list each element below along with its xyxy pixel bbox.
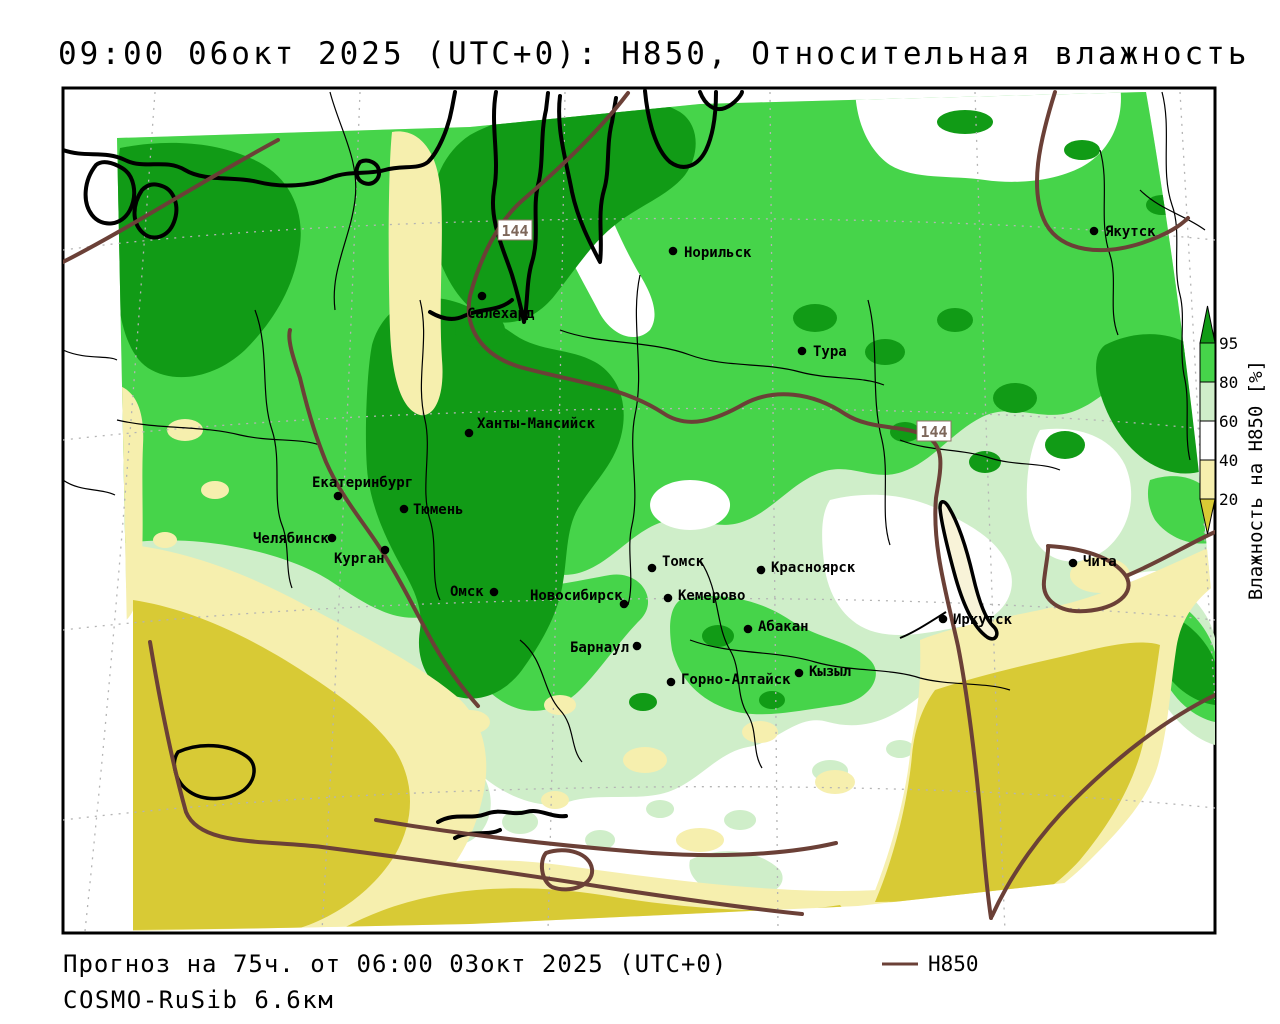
city-dot [1068,558,1078,568]
city-label: Екатеринбург [312,475,413,491]
city-dot [380,545,390,555]
h850-legend-line-icon [882,962,918,966]
city-dot [327,533,337,543]
city-label: Тюмень [413,502,464,518]
city-dot [666,677,676,687]
city-label: Норильск [684,245,752,261]
city-label: Челябинск [253,531,329,547]
city-dot [743,624,753,634]
city-dot [938,614,948,624]
city-dot [756,565,766,575]
city-label: Якутск [1105,224,1156,240]
city-label: Омск [450,584,484,600]
city-label: Горно-Алтайск [681,672,791,688]
city-label: Иркутск [953,612,1013,628]
city-label: Курган [334,551,385,567]
city-label: Чита [1083,554,1117,570]
contour-legend: H850 [880,952,979,976]
legend-label: H850 [928,952,979,976]
city-dot [477,291,487,301]
contour-label-2: 144 [916,420,952,442]
city-label: Барнаул [570,640,629,656]
city-dot [489,587,499,597]
city-dot [464,428,474,438]
city-dot [333,491,343,501]
city-dot [663,593,673,603]
city-label: Новосибирск [530,588,623,604]
colorbar-title: Влажность на H850 [%] [1245,360,1267,600]
city-dot [399,504,409,514]
colorbar-box-60-80 [1199,381,1216,422]
city-dot [794,668,804,678]
map-title: 09:00 06окт 2025 (UTC+0): H850, Относите… [58,36,1250,72]
admin-border-layer [63,91,1206,769]
city-label: Абакан [758,619,809,635]
colorbar-box-40-60 [1199,420,1216,461]
colorbar-box-80-95 [1199,342,1216,383]
forecast-info-line: Прогноз на 75ч. от 06:00 03окт 2025 (UTC… [63,950,728,978]
city-label: Красноярск [771,560,856,576]
contour-label-1: 144 [497,219,533,241]
contour-label-text: 144 [920,423,947,441]
city-label: Томск [662,554,705,570]
humidity-40-60-region [542,92,1132,635]
city-dot [647,563,657,573]
city-dot [619,599,629,609]
colorbar: 95 80 60 40 20 Влажность на H850 [%] [1199,305,1267,600]
city-label: Кемерово [678,588,745,604]
city-dot [797,346,807,356]
contour-label-text: 144 [501,222,528,240]
city-label: Кызыл [809,664,851,680]
lake-baikal [899,500,999,641]
footer: Прогноз на 75ч. от 06:00 03окт 2025 (UTC… [63,950,727,1014]
colorbar-tick-95: 95 [1219,334,1238,353]
colorbar-tick-60: 60 [1219,412,1238,431]
colorbar-arrow-bottom [1199,498,1216,535]
colorbar-tick-40: 40 [1219,451,1238,470]
city-label: Тура [813,344,847,360]
city-dot [1089,226,1099,236]
colorbar-tick-20: 20 [1219,490,1238,509]
city-layer: Норильск Салехард Тура Якутск Ханты-Мансийск… [253,224,1156,688]
colorbar-box-20-40 [1199,459,1216,500]
city-label: Ханты-Мансийск [477,416,596,432]
city-dot [668,246,678,256]
colorbar-tick-80: 80 [1219,373,1238,392]
city-label: Салехард [467,306,535,322]
model-info-line: COSMO-RuSib 6.6км [63,986,335,1014]
city-dot [632,641,642,651]
h850-contour-layer [63,90,1215,920]
humidity-fill-layer [117,92,1215,931]
